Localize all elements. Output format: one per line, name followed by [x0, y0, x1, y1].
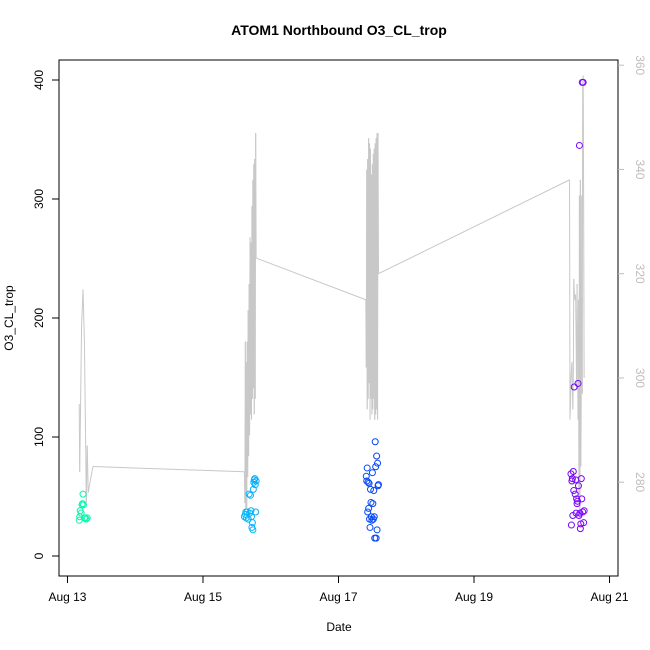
- data-point: [570, 383, 578, 391]
- x-tick-label: Aug 13: [48, 590, 86, 604]
- data-point: [249, 485, 257, 493]
- y-tick-label: 400: [32, 70, 46, 90]
- data-point: [363, 477, 371, 485]
- data-point: [77, 509, 85, 517]
- x-tick-label: Aug 19: [455, 590, 493, 604]
- data-point: [366, 485, 374, 493]
- data-point: [252, 508, 260, 516]
- y2-tick-label: 320: [633, 264, 647, 284]
- data-point: [368, 469, 376, 477]
- x-tick-label: Aug 17: [319, 590, 357, 604]
- data-point: [245, 490, 253, 498]
- data-point: [252, 477, 260, 485]
- y-tick-label: 0: [32, 552, 46, 559]
- line-segment: [573, 278, 576, 300]
- y2-tick-label: 280: [633, 472, 647, 492]
- data-point: [374, 481, 382, 489]
- data-point: [248, 519, 256, 527]
- data-point: [567, 521, 575, 529]
- data-point: [251, 481, 259, 489]
- line-segment: [92, 466, 245, 473]
- data-point: [366, 523, 374, 531]
- data-point: [372, 534, 380, 542]
- data-point: [83, 514, 91, 522]
- point-series: [75, 78, 588, 542]
- data-point: [571, 490, 579, 498]
- data-point: [568, 475, 576, 483]
- data-point: [79, 501, 87, 509]
- line-segment: [86, 445, 89, 493]
- x-tick-label: Aug 15: [184, 590, 222, 604]
- y2-tick-label: 340: [633, 159, 647, 179]
- line-segment: [87, 466, 94, 493]
- y-axis: 0 100 200 300 400: [32, 70, 59, 559]
- data-point: [579, 508, 587, 516]
- data-point: [574, 482, 582, 490]
- data-point: [79, 500, 87, 508]
- data-point: [367, 498, 375, 506]
- data-point: [79, 490, 87, 498]
- data-point: [368, 516, 376, 524]
- data-point: [81, 514, 89, 522]
- y-tick-label: 100: [32, 427, 46, 447]
- data-point: [370, 487, 378, 495]
- data-point: [369, 500, 377, 508]
- data-point: [247, 491, 255, 499]
- data-point: [570, 487, 578, 495]
- line-segment: [255, 257, 366, 301]
- y2-tick-label: 360: [633, 55, 647, 75]
- line-segment: [79, 325, 83, 472]
- data-point: [580, 519, 588, 527]
- data-point: [373, 526, 381, 534]
- data-point: [578, 495, 586, 503]
- data-point: [365, 504, 373, 512]
- right-axis: 280 300 320 340 360: [618, 55, 647, 493]
- data-point: [364, 508, 372, 516]
- data-point: [370, 513, 378, 521]
- data-point: [576, 525, 584, 533]
- right-axis-line-series: [78, 75, 585, 519]
- data-point: [363, 464, 371, 472]
- data-point: [82, 515, 90, 523]
- data-point: [579, 78, 587, 86]
- y-axis-label: O3_CL_trop: [2, 285, 16, 351]
- y-tick-label: 200: [32, 308, 46, 328]
- x-axis: Aug 13 Aug 15 Aug 17 Aug 19 Aug 21: [48, 576, 629, 604]
- data-point: [569, 468, 577, 476]
- data-point: [372, 463, 380, 471]
- x-axis-label: Date: [326, 620, 352, 634]
- line-segment: [378, 179, 570, 275]
- x-tick-label: Aug 21: [591, 590, 629, 604]
- y-tick-label: 300: [32, 189, 46, 209]
- data-point: [575, 141, 583, 149]
- line-segment: [82, 289, 85, 342]
- data-point: [373, 452, 381, 460]
- data-point: [374, 459, 382, 467]
- plot-frame: [58, 59, 619, 577]
- chart-title: ATOM1 Northbound O3_CL_trop: [231, 22, 447, 38]
- data-point: [567, 470, 575, 478]
- data-point: [371, 438, 379, 446]
- data-point: [577, 475, 585, 483]
- data-point: [249, 526, 257, 534]
- line-segment: [83, 341, 87, 457]
- data-point: [574, 379, 582, 387]
- data-point: [364, 478, 372, 486]
- y2-tick-label: 300: [633, 368, 647, 388]
- data-point: [580, 507, 588, 515]
